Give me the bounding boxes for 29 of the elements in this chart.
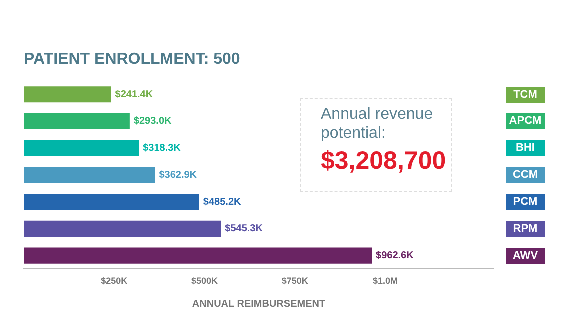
data-label: $962.6K	[376, 250, 415, 262]
bar	[24, 140, 140, 156]
x-tick-label: $1.0M	[373, 276, 398, 286]
data-label: $241.4K	[115, 89, 154, 100]
bar	[24, 86, 112, 103]
data-label: $485.2K	[203, 196, 242, 208]
data-label: $293.0K	[134, 116, 173, 128]
bar	[24, 113, 130, 130]
y-tick-label: BHI	[506, 140, 545, 156]
y-tick-label: PCM	[506, 194, 545, 210]
bar	[24, 220, 222, 237]
x-tick-label: $250K	[101, 276, 128, 286]
y-tick-label: APCM	[506, 113, 545, 130]
x-tick-label: $750K	[282, 276, 309, 286]
y-tick-label: CCM	[506, 167, 545, 184]
data-label: $545.3K	[225, 224, 264, 235]
y-tick-label: AWV	[506, 248, 545, 264]
chart-title: PATIENT ENROLLMENT: 500	[24, 51, 240, 68]
x-tick-label: $500K	[192, 276, 219, 286]
bar	[24, 194, 200, 210]
y-tick-label: RPM	[506, 220, 545, 237]
x-axis-title: ANNUAL REIMBURSEMENT	[192, 298, 326, 310]
bar	[24, 248, 372, 264]
data-label: $362.9K	[159, 170, 198, 181]
data-label: $318.3K	[143, 143, 182, 154]
y-tick-label: TCM	[506, 86, 545, 103]
annotation: $3,208,700	[321, 147, 448, 176]
annotation: Annual revenue potential:	[321, 105, 434, 143]
bar	[24, 167, 156, 184]
